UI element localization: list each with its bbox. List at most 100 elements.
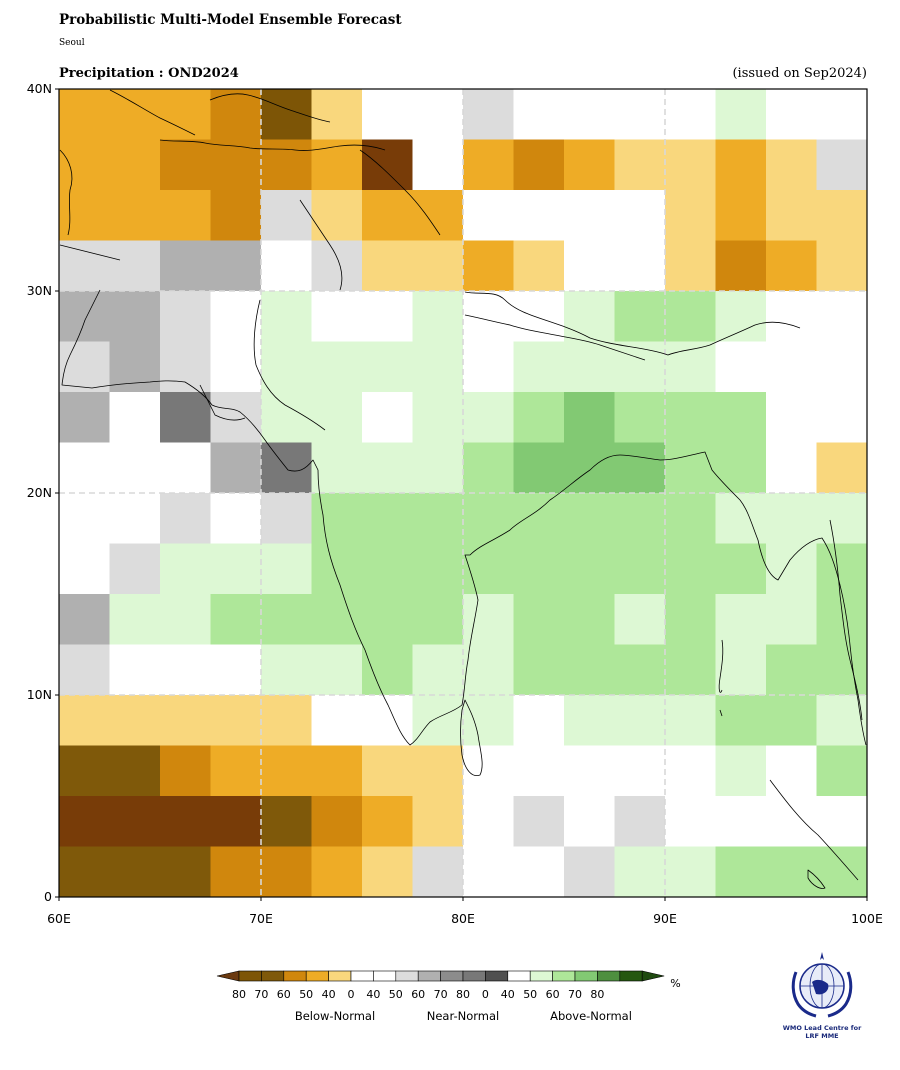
grid-cell: [665, 341, 716, 393]
colorbar-tick-label: 50: [523, 988, 537, 1001]
grid-cell: [362, 291, 413, 342]
chart-subtitle: Seoul: [59, 38, 85, 48]
grid-cell: [311, 341, 363, 393]
grid-cell: [412, 695, 464, 746]
grid-cell: [766, 442, 817, 494]
grid-cell: [210, 139, 262, 191]
grid-cell: [261, 846, 312, 898]
colorbar-tick-label: 80: [590, 988, 604, 1001]
grid-cell: [816, 644, 868, 696]
grid-cell: [59, 543, 110, 595]
grid-cell: [311, 695, 363, 746]
grid-cell: [665, 139, 716, 191]
grid-cell: [665, 644, 716, 696]
grid-cell: [665, 796, 716, 847]
grid-cell: [463, 392, 514, 443]
grid-cell: [463, 543, 514, 595]
grid-cell: [513, 139, 565, 191]
grid-cell: [210, 644, 262, 696]
grid-cell: [816, 543, 868, 595]
grid-cell: [261, 796, 312, 847]
grid-cell: [311, 846, 363, 898]
grid-cell: [362, 493, 413, 544]
colorbar-unit: %: [670, 977, 680, 990]
grid-cell: [261, 543, 312, 595]
grid-cell: [109, 240, 161, 292]
forecast-map: 40N 30N 20N 10N 0 60E 70E 80E 90E 100E: [27, 81, 883, 926]
grid-cell: [160, 89, 211, 140]
colorbar-segment: [597, 970, 621, 982]
grid-cell: [513, 644, 565, 696]
grid-cell: [59, 139, 110, 191]
grid-cell: [816, 442, 868, 494]
colorbar-tick-label: 80: [232, 988, 246, 1001]
grid-cell: [59, 493, 110, 544]
grid-cell: [210, 745, 262, 797]
grid-cell: [362, 442, 413, 494]
grid-cell: [210, 89, 262, 140]
grid-cell: [614, 846, 666, 898]
grid-cell: [261, 291, 312, 342]
grid-cell: [715, 846, 767, 898]
colorbar-segment: [485, 970, 509, 982]
grid-cell: [816, 745, 868, 797]
grid-cell: [513, 240, 565, 292]
grid-cell: [715, 594, 767, 645]
grid-cell: [513, 745, 565, 797]
grid-cell: [665, 190, 716, 241]
grid-cell: [59, 240, 110, 292]
colorbar-segment: [574, 970, 598, 982]
grid-cell: [463, 493, 514, 544]
grid-cell: [766, 695, 817, 746]
grid-cell: [412, 392, 464, 443]
grid-cell: [614, 341, 666, 393]
longitude-axis: 60E 70E 80E 90E 100E: [47, 897, 883, 926]
grid-cell: [564, 594, 615, 645]
grid-cell: [564, 240, 615, 292]
grid-cell: [715, 139, 767, 191]
colorbar-segment: [395, 970, 419, 982]
grid-cell: [564, 89, 615, 140]
grid-cell: [412, 291, 464, 342]
grid-cell: [513, 442, 565, 494]
grid-cell: [362, 644, 413, 696]
grid-cell: [59, 392, 110, 443]
grid-cell: [564, 543, 615, 595]
grid-cell: [614, 543, 666, 595]
latitude-label: 0: [44, 889, 52, 904]
colorbar-tick-label: 50: [299, 988, 313, 1001]
grid-cell: [665, 89, 716, 140]
grid-cell: [261, 240, 312, 292]
grid-cell: [160, 695, 211, 746]
grid-cell: [816, 291, 868, 342]
grid-cell: [715, 644, 767, 696]
grid-cell: [362, 190, 413, 241]
grid-cell: [564, 745, 615, 797]
coastlines-and-borders: [59, 89, 867, 889]
grid-cell: [160, 139, 211, 191]
grid-cell: [766, 644, 817, 696]
grid-cell: [463, 644, 514, 696]
grid-cell: [362, 796, 413, 847]
colorbar-segment: [328, 970, 352, 982]
issued-date: (issued on Sep2024): [732, 66, 867, 81]
grid-cell: [109, 796, 161, 847]
grid-cell: [614, 89, 666, 140]
colorbar-tick-label: 50: [389, 988, 403, 1001]
grid-cell: [261, 695, 312, 746]
grid-cell: [311, 392, 363, 443]
latitude-label: 10N: [27, 687, 52, 702]
grid-cell: [513, 392, 565, 443]
grid-cell: [210, 190, 262, 241]
grid-cell: [614, 240, 666, 292]
grid-cell: [59, 341, 110, 393]
grid-cell: [665, 543, 716, 595]
grid-cell: [311, 190, 363, 241]
grid-cell: [513, 846, 565, 898]
grid-cell: [59, 796, 110, 847]
grid-cell: [614, 644, 666, 696]
grid-cell: [109, 493, 161, 544]
grid-cell: [160, 796, 211, 847]
grid-cell: [109, 442, 161, 494]
grid-cell: [816, 594, 868, 645]
